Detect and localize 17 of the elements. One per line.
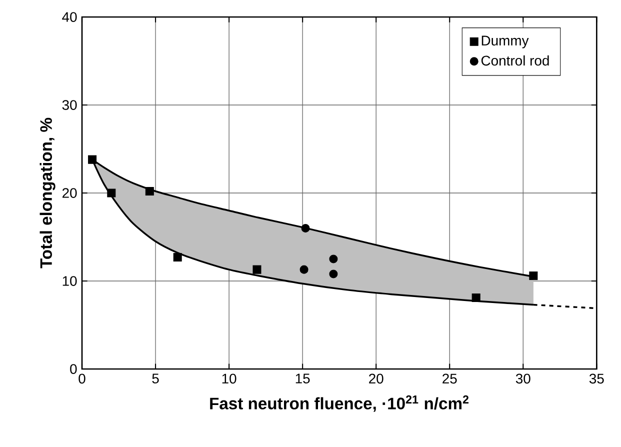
y-tick-label: 40 bbox=[62, 12, 77, 22]
y-tick-label: 30 bbox=[62, 100, 77, 110]
x-tick-label: 0 bbox=[78, 374, 86, 384]
x-tick-label: 20 bbox=[369, 374, 384, 384]
x-tick-label: 35 bbox=[589, 374, 604, 384]
x-tick-label: 25 bbox=[442, 374, 457, 384]
x-axis-title: Fast neutron fluence, ·10$^{21}$ n/cm$^{2}$ bbox=[210, 395, 469, 412]
y-axis-title: Total elongation, % bbox=[40, 118, 56, 268]
legend-label: Control rod bbox=[481, 55, 549, 66]
x-tick-label: 30 bbox=[516, 374, 530, 384]
legend-label: Dummy bbox=[482, 36, 529, 48]
x-tick-label: 5 bbox=[152, 374, 159, 384]
x-tick-label: 10 bbox=[222, 374, 236, 384]
y-tick-label: 0 bbox=[70, 364, 77, 374]
y-tick-label: 20 bbox=[62, 188, 77, 198]
y-tick-label: 10 bbox=[62, 276, 77, 286]
x-tick-label: 15 bbox=[296, 374, 310, 384]
